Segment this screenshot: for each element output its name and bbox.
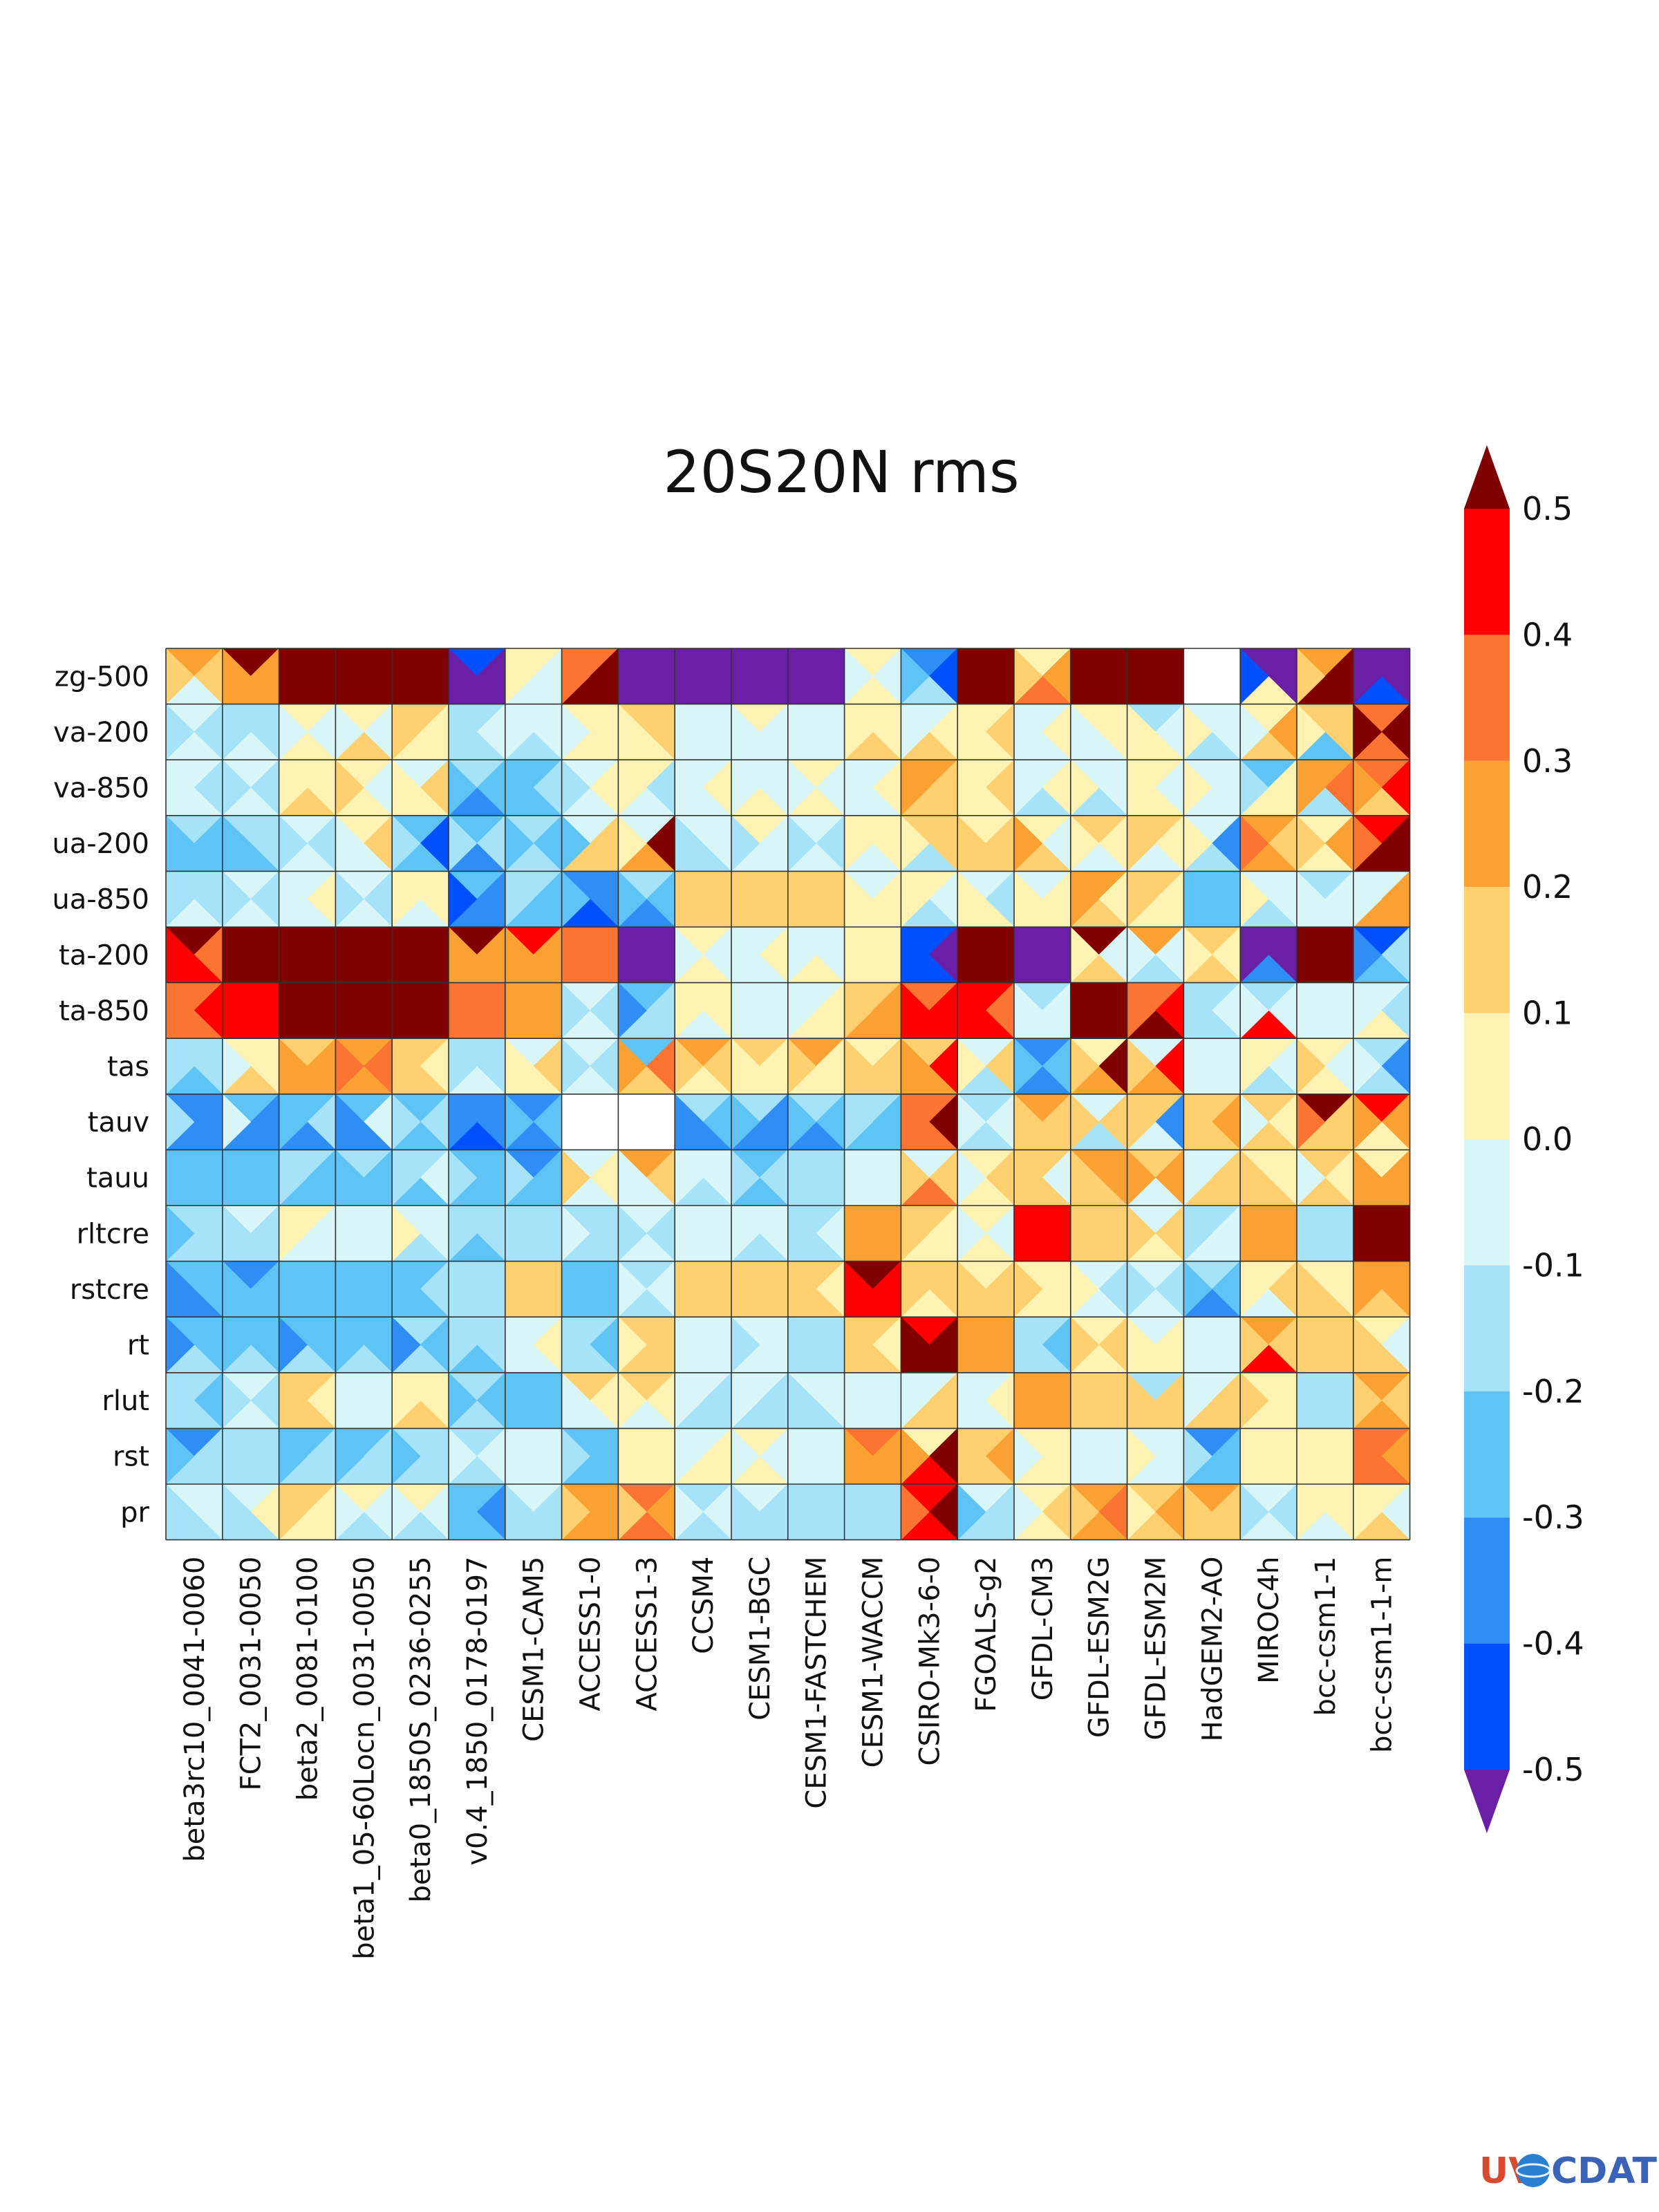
colorbar-segment — [1464, 509, 1510, 635]
row-label: tauv — [88, 1107, 149, 1138]
row-label: zg-500 — [55, 661, 149, 693]
column-label: ACCESS1-3 — [631, 1557, 663, 1712]
column-label: CSIRO-Mk3-6-0 — [914, 1557, 946, 1766]
row-label: tauu — [86, 1163, 149, 1194]
column-label: HadGEM2-AO — [1197, 1557, 1228, 1742]
colorbar-segment — [1464, 887, 1510, 1013]
colorbar-tick-label: 0.0 — [1522, 1121, 1573, 1158]
colorbar-tick-label: -0.1 — [1522, 1246, 1584, 1284]
globe-orbit-icon — [1515, 2163, 1551, 2178]
column-label: CESM1-BGC — [744, 1557, 776, 1721]
column-label: bcc-csm1-1-m — [1367, 1557, 1398, 1753]
heatmap-grid — [165, 648, 1411, 1541]
column-label: bcc-csm1-1 — [1310, 1557, 1342, 1716]
uvcdat-logo: UV CDAT — [1479, 2150, 1658, 2192]
colorbar-segment — [1464, 1013, 1510, 1139]
row-label: rstcre — [70, 1274, 149, 1306]
row-label: ta-850 — [59, 995, 149, 1027]
row-label: va-850 — [53, 773, 149, 805]
row-label: ta-200 — [59, 939, 149, 971]
colorbar-over-arrow — [1464, 445, 1510, 509]
row-labels: zg-500 va-200 va-850 ua-200 ua-850 ta-200 ta-8… — [52, 661, 149, 1528]
colorbar-segment — [1464, 635, 1510, 761]
colorbar-segment — [1464, 1391, 1510, 1518]
heatmap-cells — [165, 648, 1411, 1541]
column-label: beta0_1850S_0236-0255 — [405, 1557, 437, 1903]
column-label: MIROC4h — [1253, 1557, 1285, 1684]
row-label: rst — [113, 1441, 149, 1473]
column-label: CESM1-WACCM — [858, 1557, 890, 1768]
colorbar-segment — [1464, 1643, 1510, 1770]
colorbar: 0.5 0.4 0.3 0.2 0.1 0.0 -0.1 -0.2 -0.3 -0.4 -0.5 — [1464, 445, 1584, 1833]
row-label: tas — [107, 1051, 149, 1083]
colorbar-tick-label: -0.4 — [1522, 1625, 1584, 1662]
column-label: CESM1-FASTCHEM — [801, 1557, 833, 1809]
column-label: CCSM4 — [688, 1557, 720, 1654]
row-label: va-200 — [53, 717, 149, 749]
colorbar-tick-label: 0.3 — [1522, 742, 1573, 780]
column-label: FGOALS-g2 — [971, 1557, 1002, 1712]
column-label: beta2_0081-0100 — [292, 1557, 324, 1801]
row-label: ua-850 — [52, 884, 149, 916]
colorbar-segment — [1464, 1517, 1510, 1644]
column-label: GFDL-ESM2M — [1141, 1557, 1172, 1741]
column-label: CESM1-CAM5 — [518, 1557, 550, 1742]
row-label: ua-200 — [52, 828, 149, 860]
chart-title: 20S20N rms — [663, 438, 1019, 506]
column-label: beta3rc10_0041-0060 — [179, 1557, 211, 1862]
column-labels: beta3rc10_0041-0060 FCT2_0031-0050 beta2_0… — [179, 1557, 1398, 1960]
colorbar-segment — [1464, 1139, 1510, 1266]
row-label: rt — [127, 1330, 149, 1362]
colorbar-tick-label: 0.5 — [1522, 490, 1573, 527]
column-label: v0.4_1850_0178-0197 — [462, 1557, 494, 1866]
column-label: ACCESS1-0 — [575, 1557, 607, 1712]
row-label: pr — [120, 1497, 149, 1528]
colorbar-tick-label: 0.4 — [1522, 616, 1573, 653]
colorbar-segment — [1464, 1265, 1510, 1391]
column-label: FCT2_0031-0050 — [236, 1557, 268, 1791]
colorbar-segment — [1464, 760, 1510, 888]
column-label: GFDL-CM3 — [1027, 1557, 1059, 1701]
colorbar-tick-label: -0.2 — [1522, 1373, 1584, 1410]
colorbar-tick-label: -0.3 — [1522, 1499, 1584, 1536]
row-label: rltcre — [77, 1218, 149, 1250]
colorbar-tick-label: -0.5 — [1522, 1751, 1584, 1788]
logo-text-cdat: CDAT — [1551, 2150, 1658, 2192]
column-label: GFDL-ESM2G — [1084, 1557, 1116, 1738]
colorbar-tick-label: 0.1 — [1522, 995, 1573, 1032]
row-label: rlut — [102, 1385, 149, 1417]
globe-icon — [1517, 2154, 1550, 2187]
colorbar-tick-label: 0.2 — [1522, 868, 1573, 906]
column-label: beta1_05-60Locn_0031-0050 — [348, 1557, 380, 1960]
colorbar-under-arrow — [1464, 1770, 1510, 1833]
